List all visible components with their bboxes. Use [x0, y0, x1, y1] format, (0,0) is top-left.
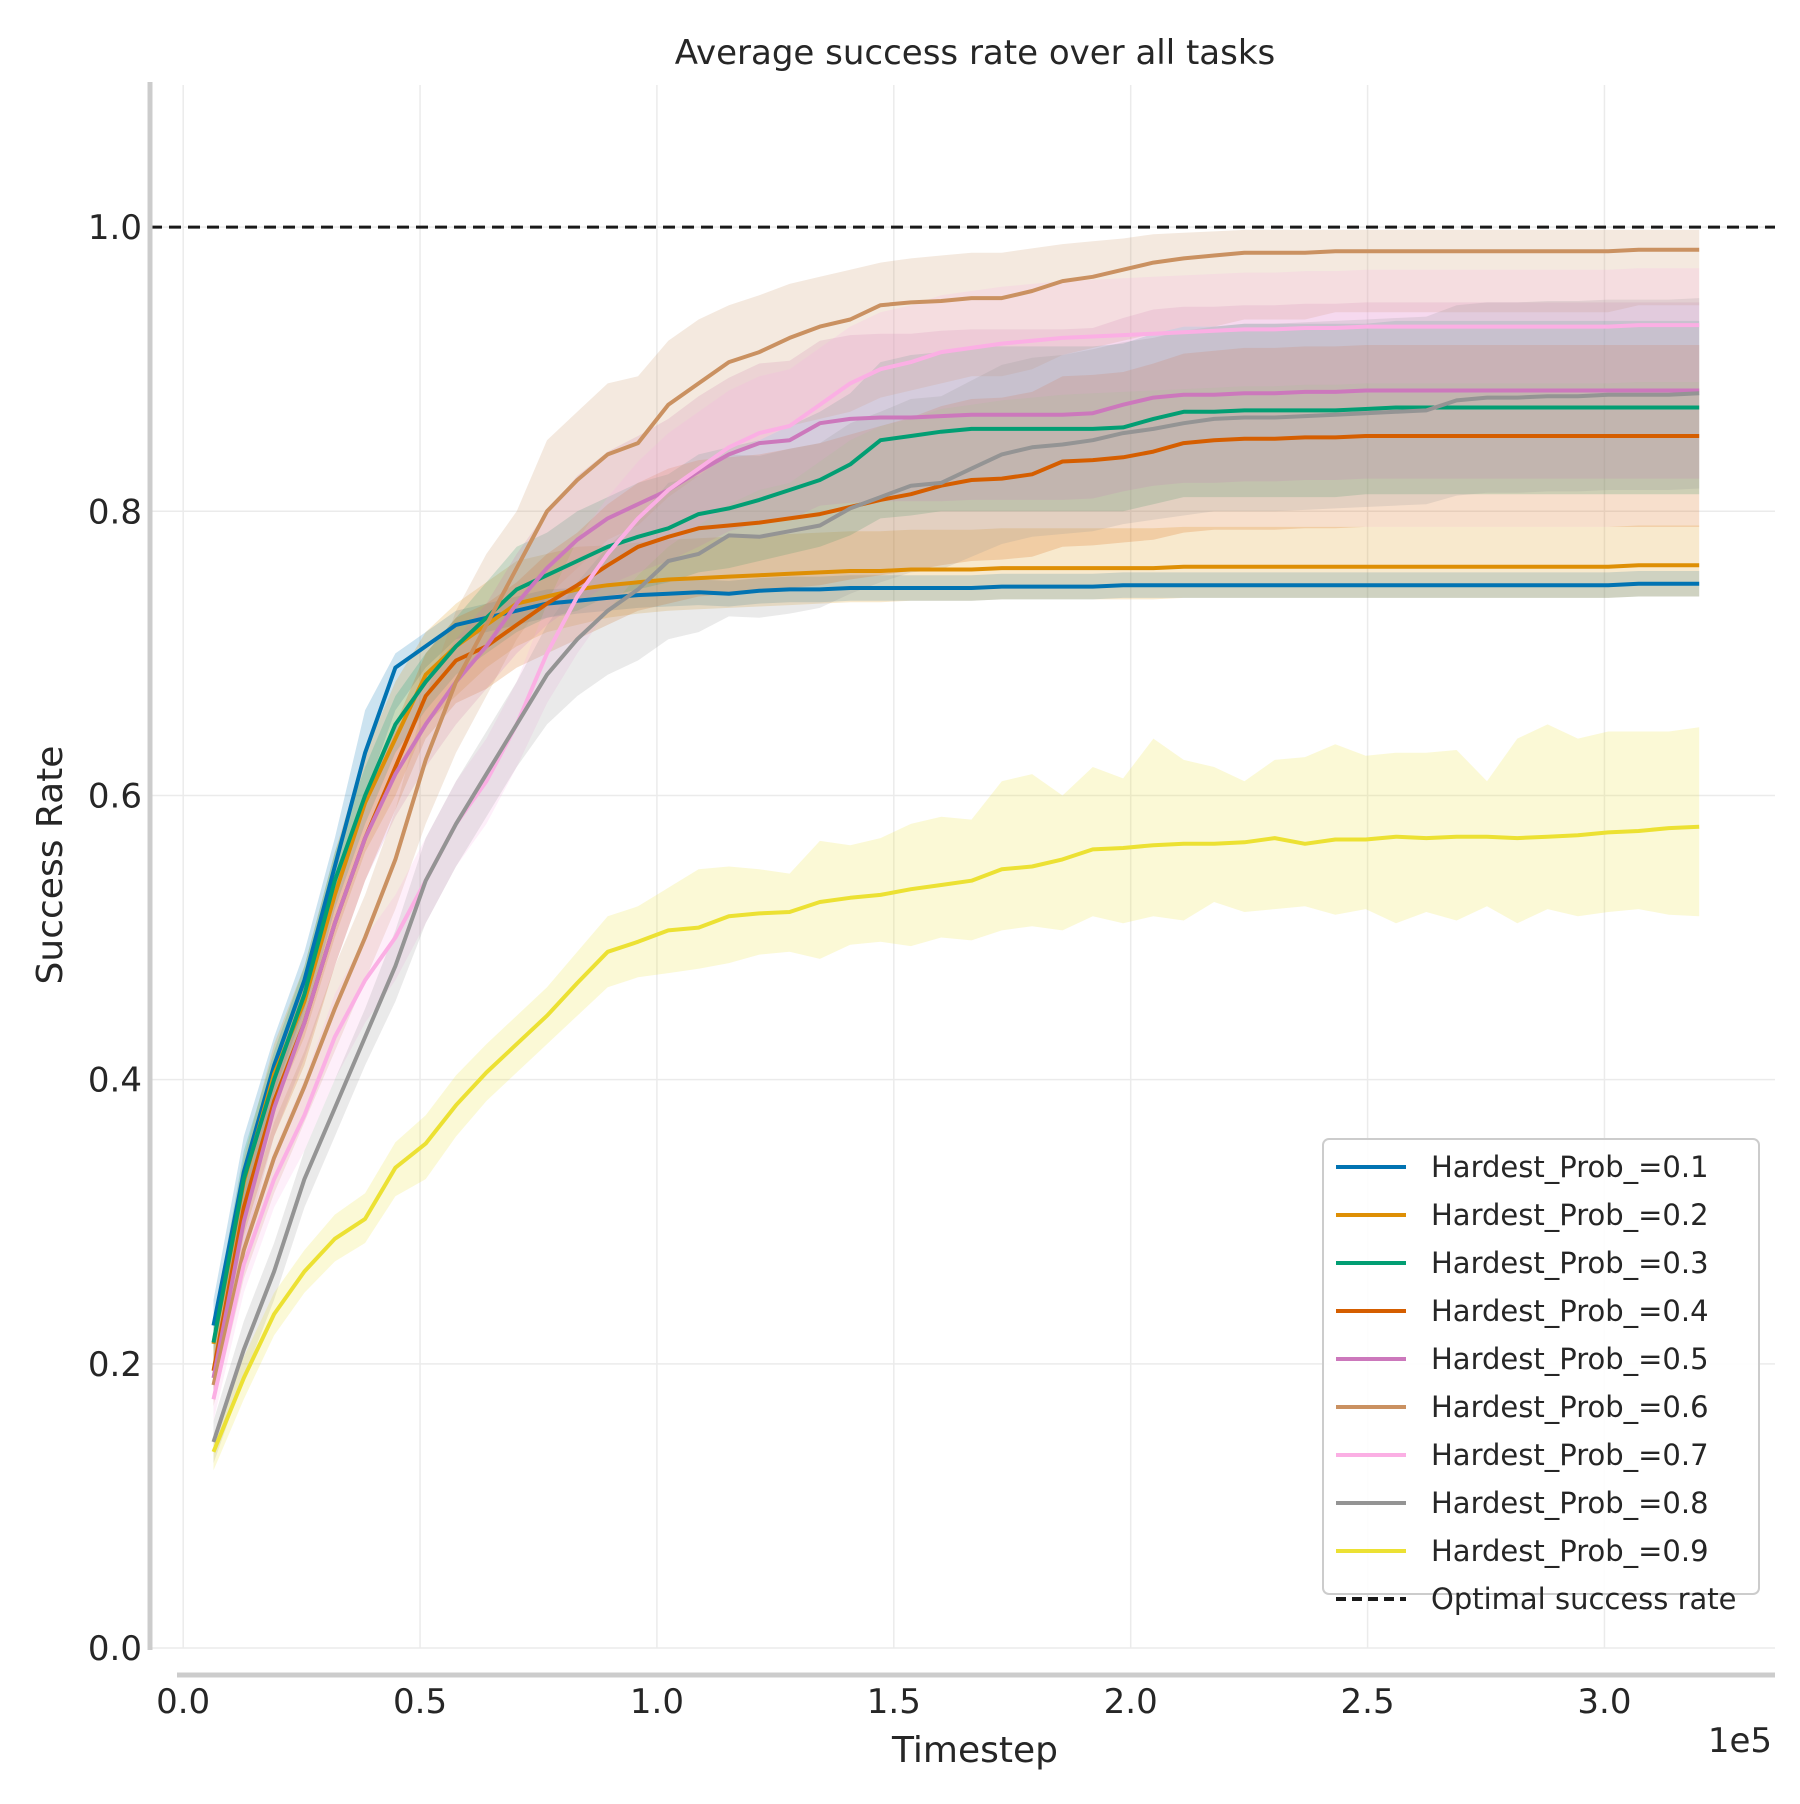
- confidence-band: [213, 302, 1700, 1400]
- x-axis-offset-label: 1e5: [1708, 1721, 1772, 1761]
- x-tick-label: 1.5: [867, 1682, 921, 1722]
- y-tick-label: 0.2: [88, 1345, 142, 1385]
- legend-entry: Hardest_Prob_=0.7: [1336, 1438, 1709, 1472]
- x-tick-label: 2.0: [1104, 1682, 1158, 1722]
- series-line: [211, 824, 1700, 1453]
- legend-entry: Hardest_Prob_=0.2: [1336, 1198, 1709, 1232]
- x-tick-label: 0.0: [156, 1682, 210, 1722]
- series-line: [211, 247, 1700, 1386]
- y-tick-label: 0.8: [88, 492, 142, 532]
- series-line: [211, 434, 1700, 1372]
- legend-entry: Hardest_Prob_=0.4: [1336, 1294, 1709, 1328]
- confidence-band: [213, 345, 1700, 1393]
- y-tick-label: 0.4: [88, 1061, 142, 1101]
- legend-entry: Hardest_Prob_=0.9: [1336, 1534, 1709, 1568]
- legend-entry: Hardest_Prob_=0.1: [1336, 1150, 1709, 1184]
- x-tick-label: 0.5: [393, 1682, 447, 1722]
- legend-label: Hardest_Prob_=0.2: [1431, 1198, 1709, 1232]
- series-line: [211, 405, 1700, 1343]
- legend-entry: Hardest_Prob_=0.8: [1336, 1486, 1709, 1520]
- legend-label: Hardest_Prob_=0.3: [1431, 1246, 1709, 1280]
- legend-label: Hardest_Prob_=0.1: [1431, 1150, 1709, 1184]
- legend-entry: Hardest_Prob_=0.3: [1336, 1246, 1709, 1280]
- x-axis-label: Timestep: [891, 1730, 1058, 1771]
- legend-label: Optimal success rate: [1431, 1582, 1737, 1616]
- x-tick-label: 2.5: [1341, 1682, 1395, 1722]
- confidence-band: [213, 724, 1700, 1471]
- legend-entry: Optimal success rate: [1336, 1582, 1737, 1616]
- legend-label: Hardest_Prob_=0.6: [1431, 1390, 1709, 1424]
- legend-label: Hardest_Prob_=0.7: [1431, 1438, 1709, 1472]
- legend-label: Hardest_Prob_=0.8: [1431, 1486, 1709, 1520]
- chart-title: Average success rate over all tasks: [675, 33, 1276, 73]
- series-line: [211, 581, 1700, 1326]
- y-axis-label: Success Rate: [30, 746, 71, 985]
- legend-entry: Hardest_Prob_=0.6: [1336, 1390, 1709, 1424]
- y-tick-label: 0.6: [88, 776, 142, 816]
- axes: 0.0 0.5 1.0 1.5 2.0 2.5 3.0 0.0 0.2 0.4 0.6 0.8 1.0: [88, 82, 1775, 1722]
- y-tick-label: 0.0: [88, 1629, 142, 1669]
- legend-entry: Hardest_Prob_=0.5: [1336, 1342, 1709, 1376]
- series-line: [211, 391, 1700, 1443]
- legend-label: Hardest_Prob_=0.5: [1431, 1342, 1709, 1376]
- x-tick-label: 1.0: [630, 1682, 684, 1722]
- legend-box: [1322, 1138, 1760, 1595]
- confidence-band: [213, 229, 1700, 1407]
- x-tick-label: 3.0: [1577, 1682, 1631, 1722]
- legend-label: Hardest_Prob_=0.9: [1431, 1534, 1709, 1568]
- legend: Hardest_Prob_=0.1 Hardest_Prob_=0.2 Hardes…: [1322, 1138, 1760, 1616]
- legend-label: Hardest_Prob_=0.4: [1431, 1294, 1709, 1328]
- y-tick-label: 1.0: [88, 208, 142, 248]
- series-lines: [150, 225, 1775, 1453]
